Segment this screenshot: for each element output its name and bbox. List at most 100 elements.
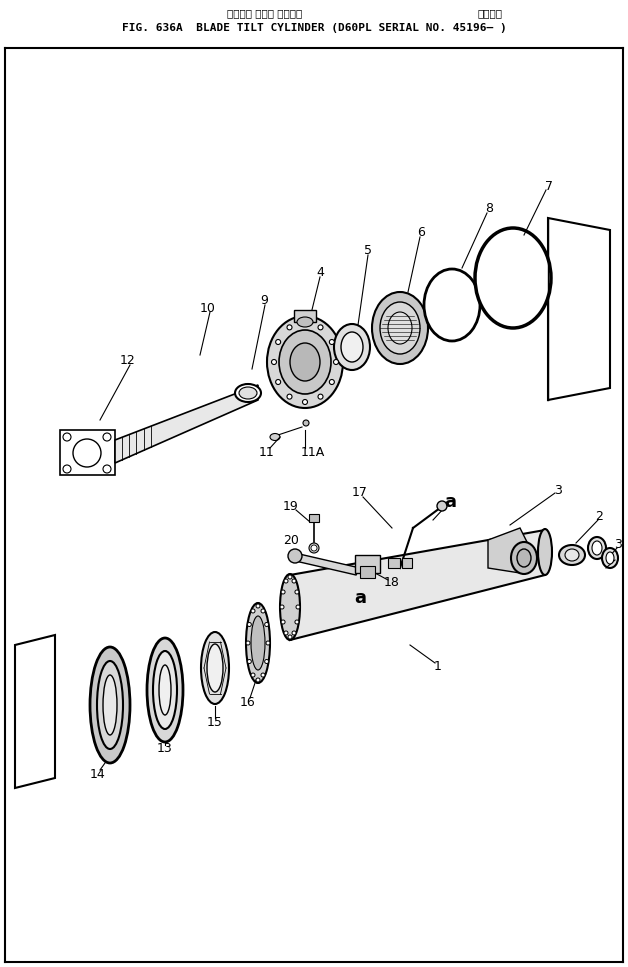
Polygon shape (488, 528, 530, 573)
Ellipse shape (239, 387, 257, 399)
Text: 16: 16 (240, 695, 256, 709)
Circle shape (266, 641, 270, 645)
Circle shape (287, 395, 292, 399)
Ellipse shape (280, 574, 300, 640)
Ellipse shape (341, 332, 363, 362)
Circle shape (303, 420, 309, 426)
Circle shape (309, 543, 319, 553)
Text: a: a (354, 589, 366, 607)
Text: 7: 7 (545, 180, 553, 192)
Circle shape (288, 635, 292, 639)
Text: FIG. 636A  BLADE TILT CYLINDER (D60PL SERIAL NO. 45196— ): FIG. 636A BLADE TILT CYLINDER (D60PL SER… (122, 23, 506, 33)
Bar (360, 566, 375, 578)
Circle shape (247, 623, 251, 627)
Text: 9: 9 (260, 295, 268, 308)
Ellipse shape (207, 644, 223, 692)
Ellipse shape (372, 292, 428, 364)
Text: 17: 17 (352, 486, 368, 500)
Circle shape (271, 360, 276, 365)
Ellipse shape (485, 240, 541, 316)
Text: 11A: 11A (301, 446, 325, 458)
Ellipse shape (251, 616, 265, 670)
Ellipse shape (270, 433, 280, 441)
Circle shape (103, 465, 111, 473)
Ellipse shape (592, 541, 602, 555)
Ellipse shape (290, 343, 320, 381)
Text: ブレード チルト シリンダ: ブレード チルト シリンダ (227, 8, 303, 18)
Circle shape (261, 673, 265, 677)
Polygon shape (290, 530, 545, 640)
Text: 3: 3 (614, 538, 622, 550)
Ellipse shape (388, 312, 412, 344)
Ellipse shape (588, 537, 606, 559)
Ellipse shape (153, 651, 177, 729)
Ellipse shape (73, 439, 101, 467)
Circle shape (276, 379, 281, 385)
Circle shape (292, 579, 296, 583)
Circle shape (251, 609, 255, 613)
Ellipse shape (334, 324, 370, 370)
Circle shape (246, 641, 250, 645)
Bar (355, 555, 380, 573)
Circle shape (63, 465, 71, 473)
Bar (388, 558, 400, 568)
Circle shape (281, 620, 285, 624)
Text: 5: 5 (364, 245, 372, 257)
Bar (402, 558, 412, 568)
Ellipse shape (279, 330, 331, 394)
Ellipse shape (380, 302, 420, 354)
Circle shape (292, 631, 296, 635)
Circle shape (276, 339, 281, 344)
Polygon shape (60, 430, 115, 475)
Ellipse shape (559, 545, 585, 565)
Circle shape (264, 659, 269, 663)
Ellipse shape (602, 548, 618, 568)
Polygon shape (548, 218, 610, 400)
Text: 1: 1 (434, 659, 442, 672)
Text: 10: 10 (200, 302, 216, 314)
Ellipse shape (297, 317, 313, 327)
Circle shape (296, 605, 300, 609)
Circle shape (287, 325, 292, 330)
Ellipse shape (97, 661, 123, 749)
Circle shape (303, 319, 308, 325)
Text: 13: 13 (157, 743, 173, 755)
Ellipse shape (538, 529, 552, 575)
Circle shape (437, 501, 447, 511)
Ellipse shape (246, 603, 270, 683)
Ellipse shape (517, 549, 531, 567)
Circle shape (251, 673, 255, 677)
Ellipse shape (201, 632, 229, 704)
Ellipse shape (267, 316, 343, 408)
Text: 6: 6 (417, 226, 425, 240)
Text: a: a (444, 493, 456, 511)
Text: 8: 8 (485, 202, 493, 216)
Polygon shape (115, 385, 258, 463)
Circle shape (284, 631, 288, 635)
Text: 3: 3 (554, 484, 562, 496)
Ellipse shape (159, 665, 171, 715)
Ellipse shape (475, 228, 551, 328)
Circle shape (264, 623, 269, 627)
Circle shape (329, 339, 334, 344)
Ellipse shape (565, 549, 579, 561)
Text: 4: 4 (316, 267, 324, 279)
Circle shape (303, 399, 308, 404)
Circle shape (63, 433, 71, 441)
Text: 20: 20 (283, 534, 299, 546)
Circle shape (280, 605, 284, 609)
Circle shape (103, 433, 111, 441)
Ellipse shape (235, 384, 261, 402)
Circle shape (295, 590, 299, 594)
Circle shape (281, 590, 285, 594)
Circle shape (311, 545, 317, 551)
Ellipse shape (432, 278, 472, 332)
Bar (294, 310, 316, 322)
Circle shape (256, 604, 260, 608)
Circle shape (256, 678, 260, 682)
Circle shape (261, 609, 265, 613)
Text: 適用号機: 適用号機 (477, 8, 502, 18)
Circle shape (318, 325, 323, 330)
Polygon shape (291, 553, 360, 575)
Circle shape (295, 620, 299, 624)
